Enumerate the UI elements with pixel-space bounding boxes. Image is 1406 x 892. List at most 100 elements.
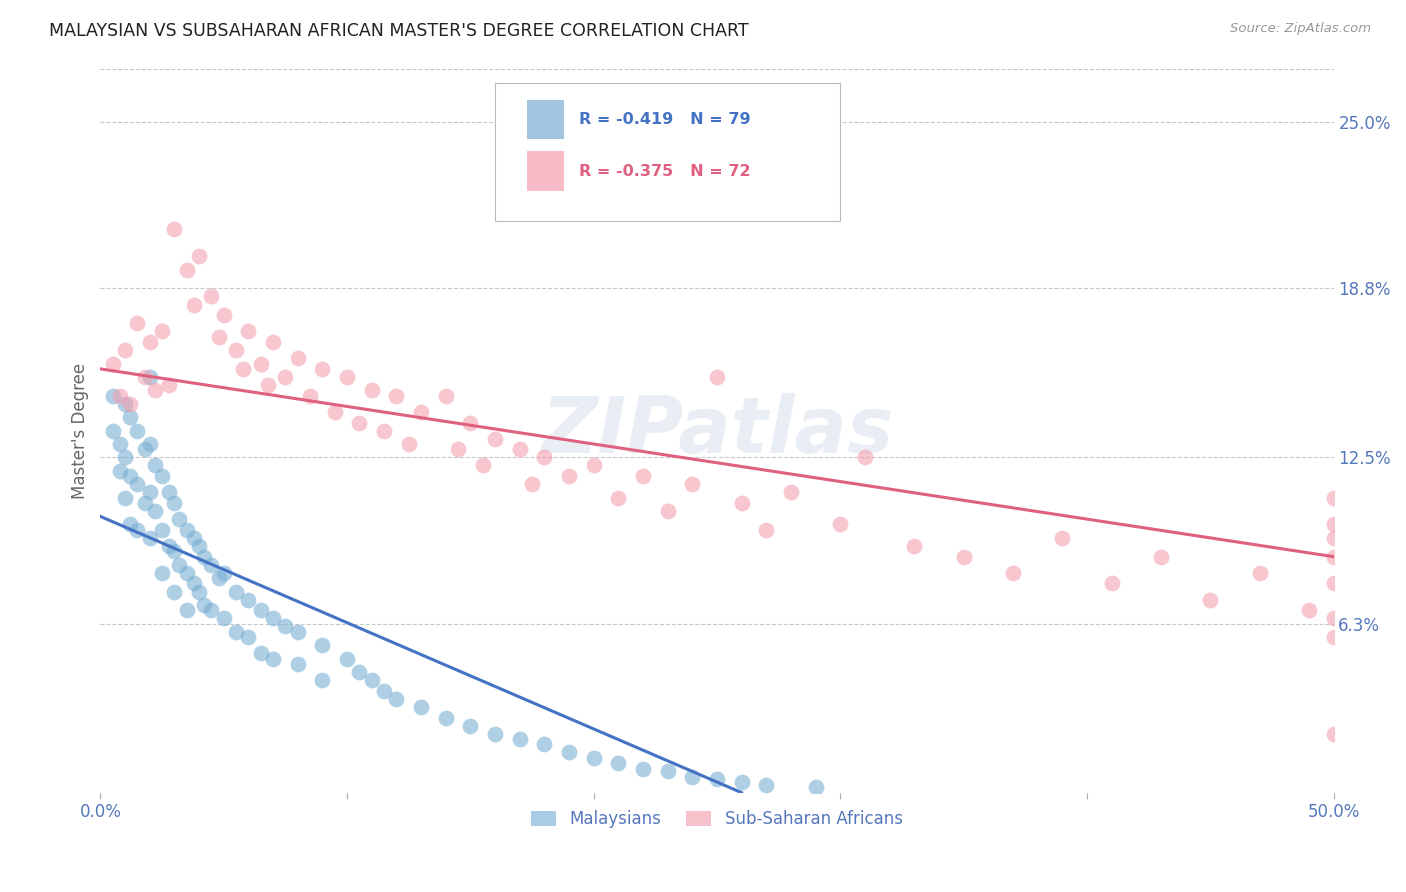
Point [1322,531,1344,545]
Point [1050,531,1073,545]
Point [138,370,160,384]
Point [101,357,124,371]
Point [176,523,198,537]
Point [1249,566,1271,580]
Point [533,450,555,465]
Point [143,384,166,398]
FancyBboxPatch shape [527,152,564,191]
Point [101,389,124,403]
Point [188,539,211,553]
Point [200,289,222,303]
Point [169,512,191,526]
Point [311,673,333,687]
Point [323,405,346,419]
Point [558,469,581,483]
Point [118,410,141,425]
Point [1298,603,1320,617]
Point [373,424,395,438]
Point [127,477,149,491]
Point [150,469,173,483]
Point [163,584,186,599]
Point [434,710,457,724]
Point [212,566,235,580]
Point [200,558,222,572]
Point [114,491,136,505]
Point [262,651,284,665]
Point [657,764,679,779]
Point [138,531,160,545]
Point [755,523,778,537]
Point [157,485,180,500]
Point [657,504,679,518]
Text: ZIPatlas: ZIPatlas [541,392,893,468]
Point [520,477,543,491]
Text: MALAYSIAN VS SUBSAHARAN AFRICAN MASTER'S DEGREE CORRELATION CHART: MALAYSIAN VS SUBSAHARAN AFRICAN MASTER'S… [49,22,749,40]
Point [471,458,494,473]
Point [509,442,531,457]
Point [143,458,166,473]
Point [398,437,420,451]
Point [193,598,215,612]
Point [183,576,205,591]
Point [249,603,271,617]
Point [176,566,198,580]
Point [533,738,555,752]
Point [134,496,156,510]
Point [730,496,752,510]
Point [631,469,654,483]
Point [349,416,371,430]
Point [118,469,141,483]
Point [1322,517,1344,532]
FancyBboxPatch shape [495,83,841,220]
Point [780,485,803,500]
Point [138,437,160,451]
Point [853,450,876,465]
Point [134,442,156,457]
Point [157,539,180,553]
Point [681,770,703,784]
Text: R = -0.419   N = 79: R = -0.419 N = 79 [579,112,751,127]
Point [1101,576,1123,591]
Point [200,603,222,617]
Point [138,334,160,349]
Point [607,756,630,771]
Point [238,592,260,607]
Point [458,416,481,430]
Point [903,539,925,553]
Point [163,222,186,236]
Point [607,491,630,505]
Point [114,397,136,411]
Point [287,657,309,671]
Point [447,442,470,457]
Point [143,504,166,518]
Point [755,778,778,792]
Point [274,370,297,384]
Point [183,531,205,545]
Point [336,370,359,384]
Point [1322,726,1344,740]
Point [706,772,728,787]
Point [681,477,703,491]
Point [1322,491,1344,505]
Point [208,571,231,585]
Point [257,378,280,392]
Point [458,718,481,732]
Point [360,673,382,687]
Point [138,485,160,500]
Point [1322,611,1344,625]
Point [298,389,321,403]
Point [262,334,284,349]
Point [101,424,124,438]
Point [127,424,149,438]
Point [287,624,309,639]
Point [1199,592,1222,607]
Point [150,324,173,338]
Point [804,780,827,795]
Point [232,362,254,376]
Point [249,646,271,660]
Point [150,566,173,580]
Point [349,665,371,679]
Point [188,249,211,263]
Point [1150,549,1173,564]
Legend: Malaysians, Sub-Saharan Africans: Malaysians, Sub-Saharan Africans [524,804,910,835]
